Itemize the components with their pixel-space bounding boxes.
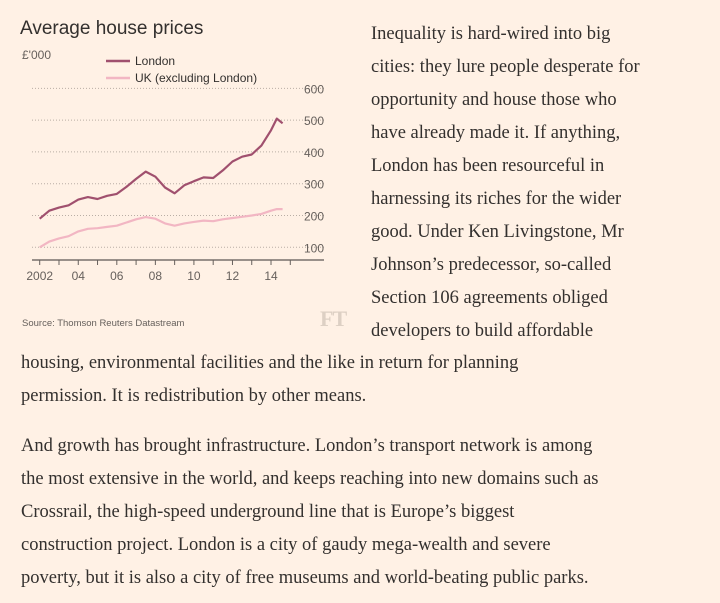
text-line: housing, environmental facilities and th…	[21, 353, 519, 373]
article-paragraph-1-continued: housing, environmental facilities and th…	[21, 347, 711, 413]
text-line: opportunity and house those who	[371, 90, 617, 110]
text-line: And growth has brought infrastructure. L…	[21, 436, 593, 456]
text-line: Crossrail, the high-speed underground li…	[21, 502, 515, 522]
series-line	[38, 117, 284, 220]
y-tick-label: 400	[304, 146, 324, 160]
article-paragraph-1: Inequality is hard-wired into big cities:…	[371, 18, 716, 348]
y-tick-label: 100	[304, 241, 324, 255]
legend-label: UK (excluding London)	[135, 71, 257, 85]
ft-logo: FT	[320, 306, 347, 331]
chart-unit-label: £'000	[22, 48, 51, 62]
text-line: cities: they lure people desperate for	[371, 57, 640, 77]
text-line: construction project. London is a city o…	[21, 535, 551, 555]
text-line: poverty, but it is also a city of free m…	[21, 568, 589, 588]
x-tick-label: 08	[149, 269, 163, 283]
series-line	[39, 208, 283, 249]
y-tick-label: 300	[304, 178, 324, 192]
text-line: Johnson’s predecessor, so-called	[371, 255, 612, 275]
text-line: harnessing its riches for the wider	[371, 189, 622, 209]
chart-plot: 100 200 300 400 500 600 2002 04 06 08 10 12 14 London…	[26, 54, 324, 283]
text-line: developers to build affordable	[371, 321, 594, 341]
legend-label: London	[135, 54, 175, 68]
x-tick-label: 2002	[26, 269, 53, 283]
text-line: the most extensive in the world, and kee…	[21, 469, 599, 489]
text-line: Section 106 agreements obliged	[371, 288, 608, 308]
text-line: have already made it. If anything,	[371, 123, 621, 143]
text-line: Inequality is hard-wired into big	[371, 24, 611, 44]
x-tick-label: 14	[264, 269, 278, 283]
house-price-chart: Average house prices £'000 100 200 300 400 5…	[18, 12, 347, 337]
chart-title: Average house prices	[20, 18, 204, 39]
x-tick-label: 10	[187, 269, 201, 283]
y-tick-label: 500	[304, 114, 324, 128]
x-tick-label: 06	[110, 269, 124, 283]
article-paragraph-2: And growth has brought infrastructure. L…	[21, 430, 716, 595]
text-line: London has been resourceful in	[371, 156, 605, 176]
text-line: permission. It is redistribution by othe…	[21, 386, 367, 406]
text-line: good. Under Ken Livingstone, Mr	[371, 222, 624, 242]
x-tick-label: 12	[226, 269, 240, 283]
y-tick-label: 200	[304, 210, 324, 224]
y-tick-label: 600	[304, 82, 324, 96]
chart-source: Source: Thomson Reuters Datastream	[22, 318, 185, 329]
x-tick-label: 04	[72, 269, 86, 283]
